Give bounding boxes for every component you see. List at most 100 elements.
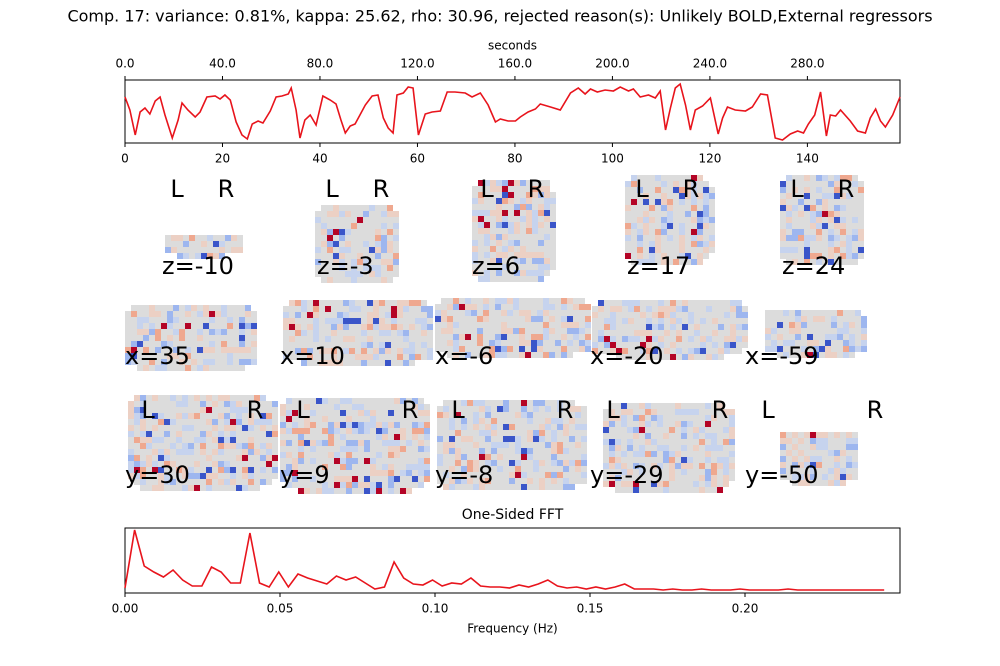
brain-voxel [663, 421, 669, 427]
brain-voxel [339, 271, 345, 277]
brain-voxel [393, 223, 399, 229]
brain-voxel [171, 247, 177, 253]
brain-voxel [435, 346, 441, 352]
brain-voxel [164, 419, 170, 425]
brain-voxel [447, 316, 453, 322]
brain-voxel [840, 229, 846, 235]
brain-voxel [771, 316, 777, 322]
brain-voxel [307, 348, 313, 354]
brain-voxel [316, 452, 322, 458]
brain-voxel [563, 400, 569, 406]
brain-voxel [538, 180, 544, 186]
brain-voxel [437, 460, 443, 466]
brain-voxel [152, 473, 158, 479]
brain-voxel [495, 346, 501, 352]
brain-voxel [545, 436, 551, 442]
brain-voxel [643, 241, 649, 247]
brain-voxel [581, 406, 587, 412]
brain-voxel [711, 487, 717, 493]
brain-voxel [182, 425, 188, 431]
x2-tick-label: 160.0 [498, 57, 532, 71]
brain-voxel [703, 223, 709, 229]
brain-voxel [403, 312, 409, 318]
brain-voxel [307, 318, 313, 324]
brain-voxel [394, 410, 400, 416]
brain-voxel [538, 246, 544, 252]
brain-voxel [409, 336, 415, 342]
brain-voxel [233, 335, 239, 341]
brain-voxel [846, 432, 852, 438]
brain-voxel [657, 445, 663, 451]
brain-voxel [828, 205, 834, 211]
brain-voxel [526, 270, 532, 276]
brain-voxel [513, 346, 519, 352]
brain-voxel [792, 217, 798, 223]
brain-voxel [670, 342, 676, 348]
brain-voxel [443, 454, 449, 460]
brain-voxel [201, 253, 207, 259]
brain-voxel [164, 395, 170, 401]
brain-voxel [152, 443, 158, 449]
brain-voxel [361, 300, 367, 306]
brain-voxel [158, 473, 164, 479]
brain-voxel [266, 467, 272, 473]
brain-voxel [567, 322, 573, 328]
brain-voxel [197, 353, 203, 359]
brain-voxel [508, 216, 514, 222]
brain-voxel [496, 198, 502, 204]
brain-voxel [561, 340, 567, 346]
brain-voxel [661, 187, 667, 193]
brain-voxel [640, 306, 646, 312]
brain-voxel [343, 324, 349, 330]
brain-voxel [388, 410, 394, 416]
brain-voxel [182, 455, 188, 461]
brain-voxel [816, 199, 822, 205]
brain-voxel [520, 276, 526, 282]
brain-voxel [532, 198, 538, 204]
brain-voxel [140, 473, 146, 479]
brain-voxel [730, 318, 736, 324]
brain-voxel [134, 467, 140, 473]
brain-voxel [551, 466, 557, 472]
brain-voxel [453, 340, 459, 346]
brain-voxel [337, 312, 343, 318]
brain-voxel [637, 181, 643, 187]
brain-voxel [461, 424, 467, 430]
brain-voxel [551, 460, 557, 466]
brain-voxel [679, 193, 685, 199]
x2-tick-label: 0.0 [115, 57, 134, 71]
orientation-right: R [402, 396, 419, 424]
brain-voxel [221, 341, 227, 347]
brain-voxel [693, 409, 699, 415]
brain-voxel [798, 247, 804, 253]
brain-voxel [861, 328, 867, 334]
brain-voxel [233, 353, 239, 359]
brain-voxel [786, 468, 792, 474]
brain-voxel [652, 300, 658, 306]
brain-voxel [236, 455, 242, 461]
brain-voxel [352, 470, 358, 476]
brain-voxel [134, 455, 140, 461]
brain-voxel [675, 415, 681, 421]
brain-voxel [361, 348, 367, 354]
brain-voxel [563, 454, 569, 460]
brain-voxel [406, 410, 412, 416]
brain-voxel [363, 223, 369, 229]
brain-voxel [514, 204, 520, 210]
brain-voxel [651, 421, 657, 427]
brain-voxel [646, 342, 652, 348]
brain-voxel [539, 478, 545, 484]
brain-voxel [669, 475, 675, 481]
brain-voxel [197, 311, 203, 317]
brain-voxel [633, 463, 639, 469]
brain-voxel [289, 300, 295, 306]
brain-voxel [472, 258, 478, 264]
brain-voxel [550, 192, 556, 198]
brain-voxel [236, 449, 242, 455]
brain-voxel [352, 422, 358, 428]
brain-voxel [239, 317, 245, 323]
brain-voxel [649, 211, 655, 217]
brain-voxel [189, 253, 195, 259]
brain-voxel [515, 418, 521, 424]
brain-voxel [327, 217, 333, 223]
